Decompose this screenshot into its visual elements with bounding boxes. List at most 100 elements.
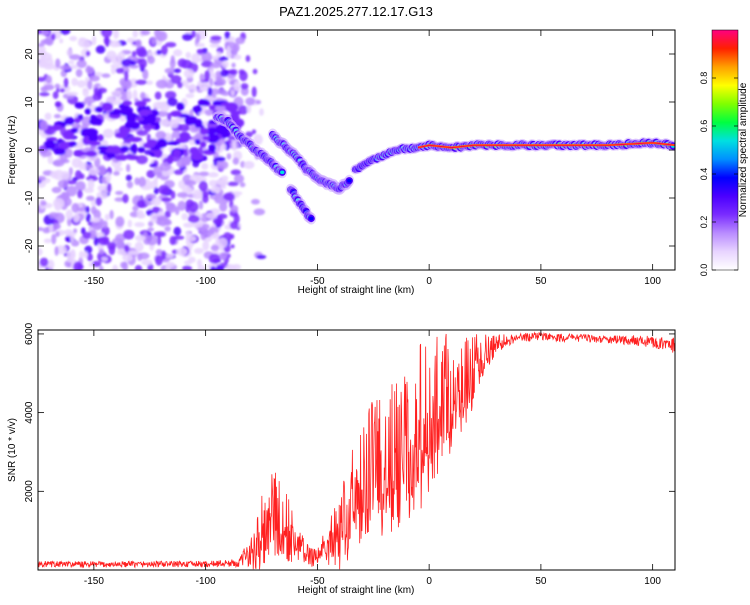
noise-blob: [85, 66, 95, 74]
noise-blob: [39, 257, 49, 267]
noise-blob: [149, 163, 157, 168]
noise-blob: [204, 109, 214, 116]
noise-blob: [47, 154, 54, 165]
noise-blob: [146, 235, 158, 246]
noise-blob: [132, 205, 139, 212]
noise-blob-strong: [145, 113, 157, 124]
noise-blob: [176, 192, 188, 198]
noise-blob: [60, 158, 70, 164]
noise-blob: [112, 264, 119, 270]
snr-y-axis-label: SNR (10 * v/v): [7, 418, 18, 482]
noise-blob-strong: [70, 127, 79, 134]
noise-blob: [102, 220, 108, 229]
noise-blob: [75, 180, 86, 191]
noise-blob: [82, 162, 88, 171]
noise-blob: [66, 250, 76, 260]
noise-blob: [69, 54, 81, 61]
noise-blob: [233, 43, 240, 53]
noise-blob-strong: [166, 141, 181, 146]
noise-blob: [253, 134, 263, 146]
noise-blob: [105, 172, 112, 183]
noise-blob: [87, 80, 93, 90]
noise-blob: [141, 97, 151, 103]
noise-blob-strong: [124, 121, 134, 129]
noise-blob-strong: [134, 116, 144, 121]
noise-blob: [38, 175, 46, 181]
noise-blob-strong: [202, 135, 210, 141]
noise-blob-strong: [84, 128, 99, 137]
noise-blob: [246, 103, 252, 114]
noise-blob: [173, 226, 182, 236]
noise-blob-strong: [199, 127, 209, 135]
noise-blob: [188, 256, 196, 263]
noise-blob-strong: [220, 102, 233, 107]
noise-blob-strong: [44, 139, 56, 150]
noise-blob: [90, 217, 101, 223]
colorbar-tick-label: 0.0: [699, 264, 709, 277]
noise-blob: [57, 179, 69, 189]
noise-blob: [47, 259, 55, 270]
noise-blob: [77, 80, 86, 88]
spectrogram-x-tick-label: -100: [196, 276, 216, 287]
noise-blob: [73, 213, 80, 223]
noise-blob: [227, 181, 239, 187]
noise-blob: [170, 75, 182, 84]
noise-blob-strong: [106, 152, 116, 159]
noise-blob: [228, 36, 235, 43]
noise-blob: [126, 37, 135, 43]
noise-blob: [66, 91, 79, 96]
noise-blob: [54, 246, 59, 256]
noise-blob: [132, 30, 139, 38]
noise-blob: [210, 35, 222, 41]
noise-blob: [136, 199, 146, 209]
noise-blob: [232, 157, 240, 165]
noise-blob-strong: [97, 145, 109, 151]
noise-blob: [79, 173, 85, 180]
noise-blob: [113, 171, 120, 176]
noise-blob-strong: [51, 124, 63, 131]
noise-blob: [196, 259, 203, 268]
noise-blob: [196, 48, 204, 55]
noise-blob: [198, 180, 208, 192]
noise-blob: [205, 212, 218, 220]
colorbar-tick-label: 0.2: [699, 216, 709, 229]
noise-blob: [110, 63, 120, 69]
noise-blob: [53, 113, 61, 119]
noise-blob: [115, 67, 125, 74]
noise-blob: [161, 197, 172, 202]
noise-blob: [182, 265, 193, 270]
noise-blob-strong: [120, 145, 130, 153]
noise-blob: [164, 226, 171, 232]
noise-blob: [165, 90, 177, 100]
noise-blob: [233, 80, 241, 92]
noise-blob: [39, 91, 50, 97]
noise-blob: [185, 231, 191, 240]
noise-blob: [38, 248, 43, 256]
noise-blob: [145, 193, 157, 200]
noise-blob: [192, 134, 203, 142]
noise-blob: [122, 78, 131, 87]
noise-blob: [259, 108, 264, 116]
noise-blob: [202, 240, 210, 251]
noise-blob: [126, 181, 134, 189]
noise-blob: [155, 30, 168, 42]
spectrogram-x-tick-label: -50: [310, 276, 325, 287]
noise-blob: [39, 120, 49, 131]
noise-blob: [172, 130, 181, 139]
noise-blob: [192, 189, 202, 200]
noise-blob: [173, 49, 183, 57]
noise-blob: [131, 50, 137, 57]
noise-blob: [83, 251, 88, 259]
colorbar-label: Normalized spectral amplitude: [738, 82, 749, 217]
noise-blob: [124, 70, 129, 82]
noise-blob: [195, 33, 201, 43]
spectrogram-y-axis-label: Frequency (Hz): [7, 116, 18, 185]
noise-blob: [65, 232, 77, 237]
noise-blob: [169, 119, 179, 129]
snr-y-tick-label: 6000: [24, 322, 35, 345]
noise-blob: [232, 140, 237, 152]
noise-blob: [48, 212, 59, 219]
snr-x-tick-label: 100: [644, 576, 661, 587]
noise-blob: [204, 70, 211, 81]
noise-blob-strong: [128, 136, 143, 143]
